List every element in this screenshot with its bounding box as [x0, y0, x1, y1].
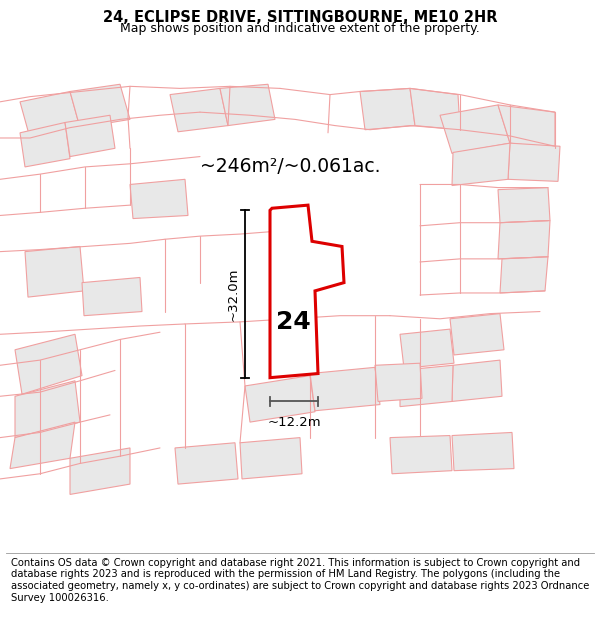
Polygon shape [440, 105, 510, 154]
Polygon shape [452, 432, 514, 471]
Text: Map shows position and indicative extent of the property.: Map shows position and indicative extent… [120, 22, 480, 35]
Polygon shape [270, 205, 344, 378]
Polygon shape [70, 84, 130, 127]
Polygon shape [498, 188, 550, 222]
Text: ~12.2m: ~12.2m [267, 416, 321, 429]
Polygon shape [498, 105, 555, 148]
Polygon shape [65, 115, 115, 157]
Polygon shape [360, 88, 415, 130]
Polygon shape [240, 438, 302, 479]
Polygon shape [175, 442, 238, 484]
Polygon shape [400, 365, 453, 407]
Polygon shape [400, 329, 454, 368]
Polygon shape [452, 143, 510, 186]
Polygon shape [70, 448, 130, 494]
Polygon shape [20, 91, 80, 138]
Polygon shape [220, 84, 275, 126]
Polygon shape [25, 246, 84, 297]
Polygon shape [498, 221, 550, 259]
Polygon shape [10, 422, 75, 469]
Polygon shape [15, 381, 80, 438]
Polygon shape [310, 368, 380, 411]
Polygon shape [500, 257, 548, 293]
Text: ~246m²/~0.061ac.: ~246m²/~0.061ac. [200, 158, 380, 176]
Polygon shape [82, 278, 142, 316]
Text: Contains OS data © Crown copyright and database right 2021. This information is : Contains OS data © Crown copyright and d… [11, 558, 589, 602]
Polygon shape [450, 314, 504, 355]
Polygon shape [410, 88, 460, 130]
Text: ~32.0m: ~32.0m [227, 268, 239, 321]
Text: 24: 24 [275, 310, 310, 334]
Polygon shape [390, 436, 452, 474]
Polygon shape [508, 143, 560, 181]
Text: 24, ECLIPSE DRIVE, SITTINGBOURNE, ME10 2HR: 24, ECLIPSE DRIVE, SITTINGBOURNE, ME10 2… [103, 10, 497, 25]
Polygon shape [15, 334, 82, 394]
Polygon shape [375, 363, 422, 401]
Polygon shape [20, 122, 70, 167]
Polygon shape [170, 88, 228, 132]
Polygon shape [245, 376, 315, 422]
Polygon shape [452, 360, 502, 401]
Polygon shape [130, 179, 188, 219]
